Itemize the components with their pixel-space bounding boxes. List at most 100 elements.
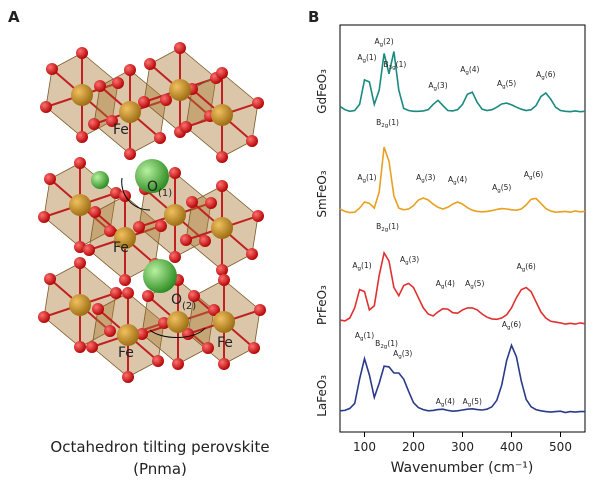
series-label: PrFeO₃ bbox=[315, 285, 329, 325]
oxygen-atom bbox=[74, 341, 86, 353]
angle-arc bbox=[149, 327, 206, 338]
peak-subscript: g bbox=[441, 284, 445, 290]
atom-subscript: (1) bbox=[158, 188, 172, 199]
iron-atom bbox=[167, 311, 189, 333]
peak-suffix: (1) bbox=[396, 60, 407, 69]
oxygen-atom bbox=[186, 196, 198, 208]
oxygen-atom bbox=[208, 304, 220, 316]
spectrum-line bbox=[339, 250, 586, 325]
peak-subscript: g bbox=[507, 325, 511, 331]
peak-label: B3g(1) bbox=[383, 60, 406, 71]
rare-earth-atom bbox=[143, 259, 177, 293]
peak-subscript: g bbox=[441, 402, 445, 408]
peak-suffix: (6) bbox=[511, 320, 522, 329]
iron-atom bbox=[69, 294, 91, 316]
peak-subscript: g bbox=[434, 86, 438, 92]
peak-subscript: 2g bbox=[381, 227, 388, 233]
peak-label: Ag(5) bbox=[492, 183, 511, 194]
peak-label: Ag(6) bbox=[524, 170, 543, 181]
oxygen-atom bbox=[246, 248, 258, 260]
oxygen-atom bbox=[38, 211, 50, 223]
peak-subscript: 2g bbox=[381, 123, 388, 129]
peak-suffix: (6) bbox=[545, 70, 556, 79]
peak-symbol: A bbox=[517, 262, 523, 271]
peak-symbol: A bbox=[465, 279, 471, 288]
peak-subscript: g bbox=[453, 180, 457, 186]
peak-subscript: g bbox=[522, 267, 526, 273]
oxygen-atom bbox=[76, 131, 88, 143]
peak-suffix: (4) bbox=[469, 65, 480, 74]
peak-symbol: A bbox=[436, 397, 442, 406]
oxygen-atom bbox=[40, 101, 52, 113]
oxygen-atom bbox=[199, 235, 211, 247]
atom-label: O(2) bbox=[171, 292, 196, 312]
peak-symbol: A bbox=[492, 183, 498, 192]
peak-symbol: A bbox=[400, 255, 406, 264]
series-label: SmFeO₃ bbox=[315, 170, 329, 217]
oxygen-atom bbox=[188, 290, 200, 302]
oxygen-atom bbox=[133, 221, 145, 233]
oxygen-atom bbox=[124, 148, 136, 160]
oxygen-atom bbox=[44, 173, 56, 185]
oxygen-atom bbox=[138, 96, 150, 108]
peak-symbol: A bbox=[502, 320, 508, 329]
spectrum-line bbox=[339, 343, 585, 414]
peak-label: B2g(1) bbox=[376, 118, 399, 129]
peak-symbol: A bbox=[524, 170, 530, 179]
peak-label: Ag(1) bbox=[357, 53, 376, 64]
oxygen-atom bbox=[44, 273, 56, 285]
oxygen-atom bbox=[202, 342, 214, 354]
peak-subscript: g bbox=[380, 42, 384, 48]
peak-subscript: g bbox=[398, 354, 402, 360]
peak-label: Ag(1) bbox=[357, 173, 376, 184]
peak-label: Ag(5) bbox=[463, 397, 482, 408]
angle-arc bbox=[121, 177, 151, 211]
peak-subscript: g bbox=[468, 402, 472, 408]
peak-suffix: (1) bbox=[366, 173, 377, 182]
peak-suffix: (1) bbox=[387, 339, 398, 348]
peak-symbol: A bbox=[448, 175, 454, 184]
oxygen-atom bbox=[104, 325, 116, 337]
spectrum-line bbox=[339, 146, 586, 214]
atom-symbol: O bbox=[171, 292, 182, 308]
peak-suffix: (1) bbox=[388, 222, 399, 231]
peak-suffix: (2) bbox=[383, 37, 394, 46]
peak-subscript: g bbox=[497, 188, 501, 194]
atom-label: Fe bbox=[217, 335, 233, 351]
x-axis-title: Wavenumber (cm⁻¹) bbox=[391, 460, 534, 476]
peak-subscript: g bbox=[541, 75, 545, 81]
peak-suffix: (1) bbox=[361, 261, 372, 270]
oxygen-atom bbox=[158, 317, 170, 329]
oxygen-atom bbox=[136, 328, 148, 340]
peak-subscript: g bbox=[465, 70, 469, 76]
peak-label: Ag(4) bbox=[436, 279, 455, 290]
iron-atom bbox=[211, 217, 233, 239]
rare-earth-atom bbox=[135, 159, 169, 193]
peak-suffix: (4) bbox=[444, 397, 455, 406]
peak-suffix: (1) bbox=[366, 53, 377, 62]
atom-label: Fe bbox=[118, 345, 134, 361]
peak-symbol: A bbox=[374, 37, 380, 46]
peak-symbol: A bbox=[436, 279, 442, 288]
peak-symbol: A bbox=[497, 79, 503, 88]
peak-suffix: (1) bbox=[364, 331, 375, 340]
oxygen-atom bbox=[252, 97, 264, 109]
atom-symbol: O bbox=[147, 179, 158, 195]
oxygen-atom bbox=[248, 342, 260, 354]
oxygen-atom bbox=[144, 58, 156, 70]
crystal-structure bbox=[38, 42, 266, 383]
atom-label: O(1) bbox=[147, 179, 172, 199]
oxygen-atom bbox=[124, 64, 136, 76]
raman-chart: Wavenumber (cm⁻¹) 100 200 300 400 500 GdFeO₃ A… bbox=[315, 24, 586, 476]
iron-atom bbox=[71, 84, 93, 106]
panel-label: A bbox=[8, 8, 20, 26]
atom-subscript: (2) bbox=[182, 301, 196, 312]
peak-symbol: A bbox=[463, 397, 469, 406]
oxygen-atom bbox=[142, 290, 154, 302]
peak-label: Ag(4) bbox=[460, 65, 479, 76]
peak-suffix: (3) bbox=[409, 255, 420, 264]
peak-subscript: 3g bbox=[389, 65, 396, 71]
oxygen-atom bbox=[74, 157, 86, 169]
peak-suffix: (4) bbox=[444, 279, 455, 288]
